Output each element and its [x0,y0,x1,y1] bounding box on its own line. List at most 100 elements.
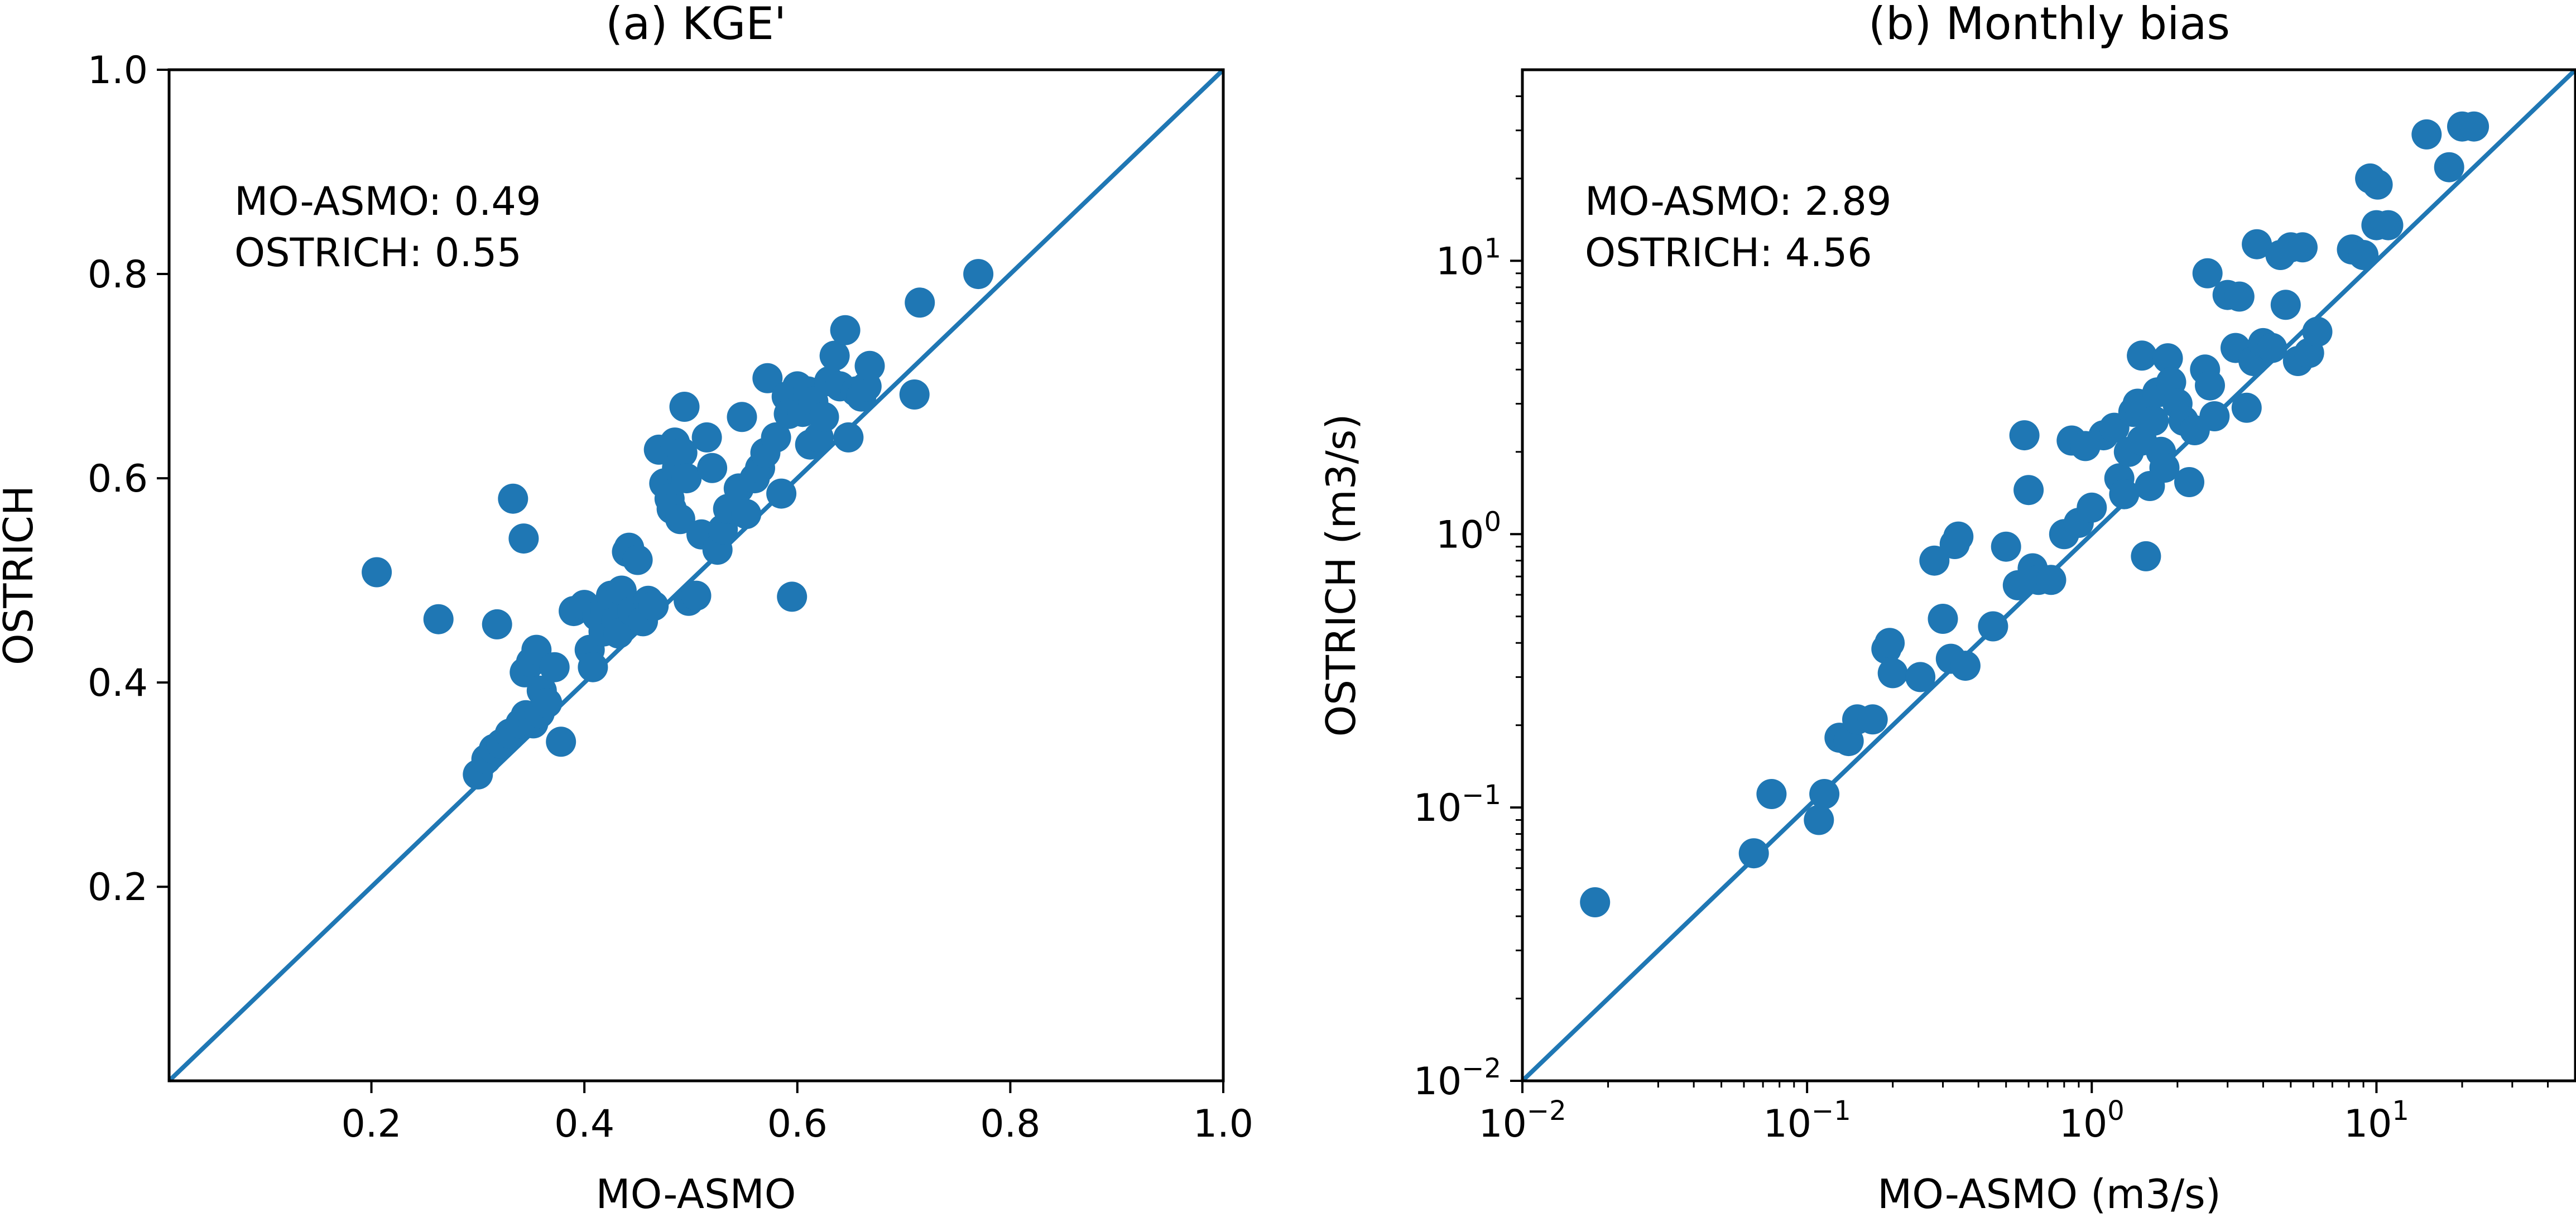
panel-a-plot-area [167,68,1225,1083]
panel-b-y-ticks: 10−2 10−1 100 101 [1414,95,1522,1104]
panel-a-point-47 [669,392,700,422]
panel-b-point-13 [1919,545,1950,576]
panel-b-point-19 [1978,611,2008,642]
panel-a-y-tick-label-3: 0.8 [88,253,148,297]
panel-b-y-tick-label-1: 10−1 [1414,780,1501,830]
panel-monthly-bias: (b) Monthly bias 10−2 10−1 100 101 10−2 10−1… [1318,0,2576,1218]
panel-a-point-20 [539,652,570,682]
panel-b-x-tick-label-1: 10−1 [1763,1095,1851,1146]
panel-a-point-2 [482,609,512,639]
panel-a-point-76 [809,402,839,432]
panel-b-point-4 [1809,779,1840,809]
panel-b-point-10 [1875,628,1905,658]
panel-a-y-tick-label-2: 0.6 [88,457,148,501]
panel-b-frame [1521,68,2576,1083]
panel-b-point-69 [2287,232,2318,263]
panel-b-x-tick-label-3: 101 [2344,1095,2409,1146]
panel-a-y-ticks: 0.2 0.4 0.6 0.8 1.0 [88,49,169,910]
panel-a-frame [167,68,1225,1083]
panel-a-y-tick-label-4: 1.0 [88,49,148,93]
panel-a-point-87 [905,287,935,318]
panel-b-point-12 [1905,662,1936,692]
panel-b-point-40 [2127,340,2157,371]
panel-b-point-62 [2242,229,2272,259]
panel-a-x-tick-label-0: 0.2 [341,1102,401,1146]
panel-b-x-axis-label: MO-ASMO (m3/s) [1877,1171,2221,1218]
panel-b-title: (b) Monthly bias [1868,0,2230,50]
panel-a-point-15 [532,687,563,718]
panel-b-point-46 [2149,453,2180,483]
panel-a-x-tick-label-3: 0.8 [980,1102,1040,1146]
panel-a-point-69 [777,581,808,612]
panel-b-annotation-ostrich: OSTRICH: 4.56 [1585,230,1872,276]
panel-b-point-55 [2195,370,2225,401]
panel-a-point-86 [899,379,930,410]
panel-b-point-43 [2138,406,2169,436]
panel-a-point-78 [819,340,850,371]
panel-a-point-59 [727,402,757,432]
panel-a-point-80 [830,315,861,345]
panel-a-point-60 [731,499,762,530]
panel-a-point-66 [766,478,797,509]
panel-b-point-51 [2174,467,2204,497]
panel-b-y-tick-label-3: 101 [1436,233,1501,283]
panel-a-annotation-mo-asmo: MO-ASMO: 0.49 [234,179,541,224]
panel-b-point-59 [2224,281,2255,312]
panel-a-point-45 [665,504,695,535]
panel-a-point-65 [761,422,791,453]
panel-b-point-73 [2348,240,2379,270]
panel-b-y-tick-label-2: 100 [1436,506,1501,557]
panel-a-point-88 [963,259,994,290]
panel-b-point-8 [1857,704,1888,735]
panel-b-point-20 [1991,531,2021,562]
panel-a-point-81 [833,422,864,453]
panel-a-x-axis-label: MO-ASMO [596,1171,796,1218]
panel-b-point-56 [2199,401,2230,431]
panel-b-point-81 [2459,111,2490,142]
panel-a-y-tick-label-0: 0.2 [88,865,148,910]
panel-a-y-axis-label: OSTRICH [0,485,42,665]
panel-b-point-47 [2152,343,2183,374]
panel-b-point-78 [2411,119,2442,150]
panel-b-point-79 [2434,152,2464,182]
panel-b-annotation-mo-asmo: MO-ASMO: 2.89 [1585,179,1891,224]
panel-b-point-77 [2373,210,2404,240]
panel-b-point-35 [2109,479,2140,509]
panel-b-x-ticks: 10−2 10−1 100 101 [1478,1081,2549,1146]
panel-b-y-axis-label: OSTRICH (m3/s) [1318,414,1364,737]
panel-b-point-22 [2009,420,2040,451]
panel-a-title: (a) KGE' [605,0,786,50]
panel-b-x-tick-label-2: 100 [2059,1095,2125,1146]
panel-b-point-76 [2362,169,2393,200]
panel-b-point-41 [2131,541,2161,571]
panel-b-plot-area [1521,68,2576,1083]
panel-b-point-3 [1804,805,1834,835]
panel-b-point-26 [2036,565,2066,595]
panel-b-point-71 [2302,316,2333,347]
panel-a-point-3 [498,483,528,514]
panel-a-point-16 [546,727,576,757]
panel-b-point-54 [2192,258,2223,288]
panel-a-point-0 [362,557,392,588]
panel-a-one-to-one-line [167,68,1225,1083]
panel-a-x-tick-label-4: 1.0 [1193,1102,1253,1146]
panel-a-point-46 [667,437,698,468]
panel-b-point-1 [1738,838,1769,869]
panel-a-point-4 [508,523,539,554]
panel-b-point-64 [2257,333,2287,363]
panel-a-x-ticks: 0.2 0.4 0.6 0.8 1.0 [341,1081,1253,1146]
panel-a-point-24 [578,652,608,682]
panel-a-point-48 [671,463,702,494]
panel-b-point-23 [2013,475,2044,506]
panel-b-point-66 [2270,290,2301,320]
panel-a-point-50 [681,580,712,611]
panel-b-point-18 [1950,651,1981,681]
panel-b-point-31 [2077,492,2107,523]
panel-a-point-30 [603,618,634,649]
panel-b-y-tick-label-0: 10−2 [1414,1053,1501,1104]
panel-a-annotation-ostrich: OSTRICH: 0.55 [234,230,522,276]
panel-b-point-17 [1943,521,1974,552]
panel-b-point-2 [1756,779,1787,809]
panel-a-x-tick-label-1: 0.4 [554,1102,614,1146]
